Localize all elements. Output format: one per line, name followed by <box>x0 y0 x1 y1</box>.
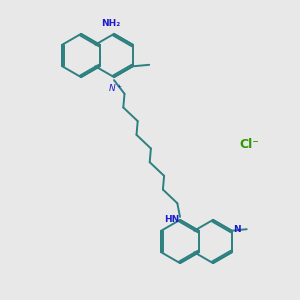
Text: N: N <box>233 225 240 234</box>
Text: HN: HN <box>164 215 179 224</box>
Text: NH₂: NH₂ <box>101 20 121 28</box>
Text: Cl⁻: Cl⁻ <box>239 137 259 151</box>
Text: $N^+$: $N^+$ <box>108 82 123 94</box>
